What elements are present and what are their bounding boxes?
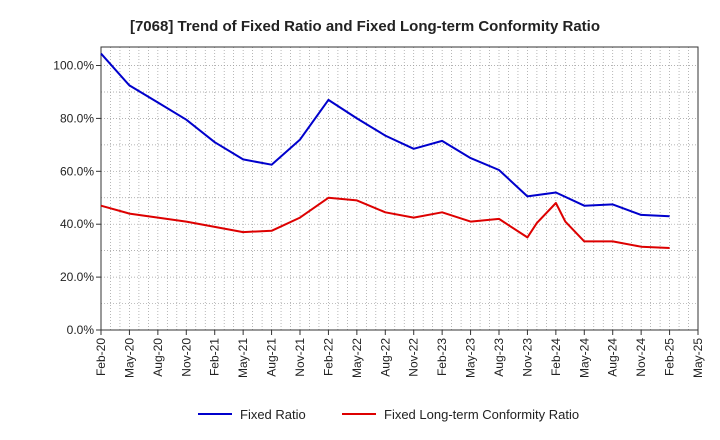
x-tick-label: Aug-22 <box>378 338 392 377</box>
x-tick-label: Nov-21 <box>293 338 307 377</box>
y-axis: 0.0% 20.0% 40.0% 60.0% 80.0% 100.0% <box>53 59 101 337</box>
x-tick-label: Aug-20 <box>151 338 165 377</box>
series-layer <box>100 52 670 249</box>
legend-item-fixed-long-term-conformity-ratio-label: Fixed Long-term Conformity Ratio <box>384 407 579 422</box>
x-tick-label: Nov-23 <box>520 338 534 377</box>
y-tick-label: 0.0% <box>67 323 95 337</box>
y-tick-label: 100.0% <box>53 59 94 73</box>
grid <box>101 47 698 330</box>
x-tick-label: Nov-20 <box>179 338 193 377</box>
x-tick-label: Feb-23 <box>435 338 449 376</box>
x-tick-label: Aug-23 <box>492 338 506 377</box>
x-tick-label: May-21 <box>236 338 250 378</box>
x-tick-label: May-23 <box>464 338 478 378</box>
x-tick-label: Feb-24 <box>549 338 563 376</box>
legend-item-fixed-ratio-label: Fixed Ratio <box>240 407 306 422</box>
series-line-fixed-long-term-conformity-ratio <box>100 196 670 249</box>
y-tick-label: 20.0% <box>60 270 94 284</box>
x-tick-label: Feb-21 <box>208 338 222 376</box>
x-tick-label: Nov-22 <box>407 338 421 377</box>
series-line-fixed-ratio <box>100 52 670 218</box>
plot-frame <box>100 46 699 331</box>
x-tick-label: Nov-24 <box>634 338 648 377</box>
x-tick-label: Aug-21 <box>265 338 279 377</box>
legend: Fixed Ratio Fixed Long-term Conformity Ra… <box>198 407 579 422</box>
x-tick-label: Feb-20 <box>94 338 108 376</box>
x-tick-label: Feb-25 <box>663 338 677 376</box>
x-tick-label: May-20 <box>122 338 136 378</box>
x-tick-label: May-22 <box>350 338 364 378</box>
y-tick-label: 40.0% <box>60 217 94 231</box>
y-tick-label: 60.0% <box>60 164 94 178</box>
chart-title: [7068] Trend of Fixed Ratio and Fixed Lo… <box>130 18 600 35</box>
x-axis: Feb-20 May-20 Aug-20 Nov-20 Feb-21 May-21 Aug-… <box>94 330 705 378</box>
x-tick-label: Aug-24 <box>606 338 620 377</box>
y-tick-label: 80.0% <box>60 111 94 125</box>
x-tick-label: Feb-22 <box>321 338 335 376</box>
x-tick-label: May-24 <box>577 338 591 378</box>
x-tick-label: May-25 <box>691 338 705 378</box>
